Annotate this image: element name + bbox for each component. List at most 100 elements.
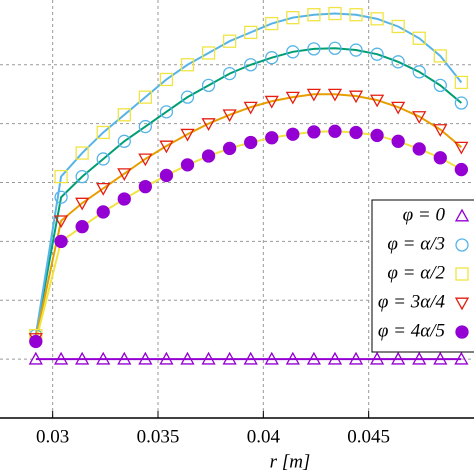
series-line xyxy=(34,12,463,336)
legend-label: φ = 4α/5 xyxy=(378,320,445,341)
data-point xyxy=(265,16,279,31)
data-point xyxy=(306,88,321,102)
data-point xyxy=(265,51,279,65)
data-point xyxy=(454,96,469,110)
data-point xyxy=(138,351,153,365)
data-point xyxy=(264,351,279,365)
legend-label: φ = α/3 xyxy=(387,233,445,254)
legend-marker xyxy=(455,325,469,339)
x-tick-label: 0.04 xyxy=(247,426,281,447)
data-point xyxy=(244,135,258,150)
data-point xyxy=(201,351,216,365)
legend-box xyxy=(371,199,474,353)
x-tick-label: 0.03 xyxy=(36,426,69,447)
data-point xyxy=(159,140,174,154)
data-point xyxy=(180,90,195,104)
legend-marker xyxy=(454,297,470,311)
data-point xyxy=(391,101,406,115)
data-point xyxy=(327,88,343,102)
data-point xyxy=(412,31,426,45)
x-tick-label: 0.045 xyxy=(347,426,390,447)
data-point xyxy=(307,42,321,56)
data-point xyxy=(412,65,426,79)
legend-marker xyxy=(455,238,469,252)
legend-marker xyxy=(454,208,470,222)
x-axis-label: r [m] xyxy=(270,451,311,472)
data-point xyxy=(96,351,111,365)
data-point xyxy=(138,179,153,194)
data-point xyxy=(96,125,110,140)
data-point xyxy=(391,134,405,148)
data-point xyxy=(454,141,469,155)
data-point xyxy=(369,94,385,108)
data-point xyxy=(159,351,174,365)
data-point xyxy=(370,128,384,143)
legend-label: φ = 0 xyxy=(403,204,446,225)
data-point xyxy=(391,19,405,34)
data-point xyxy=(349,125,363,140)
data-point xyxy=(201,149,216,163)
data-point xyxy=(222,66,237,81)
series-line xyxy=(34,93,463,339)
data-point xyxy=(180,351,195,365)
data-point xyxy=(28,351,43,365)
data-point xyxy=(54,190,68,204)
data-point xyxy=(54,234,68,249)
data-point xyxy=(244,25,258,40)
data-point xyxy=(307,125,321,139)
data-point xyxy=(328,124,342,138)
data-point xyxy=(370,47,384,61)
data-point xyxy=(180,128,195,142)
data-point xyxy=(412,111,427,124)
data-point xyxy=(433,351,448,365)
data-point xyxy=(348,90,364,104)
data-point xyxy=(433,78,447,93)
data-point xyxy=(138,90,153,104)
data-point xyxy=(75,351,90,365)
data-point xyxy=(349,8,363,22)
data-point xyxy=(180,58,195,72)
data-point xyxy=(29,334,43,349)
data-point xyxy=(96,152,110,166)
data-point xyxy=(75,197,90,211)
data-point xyxy=(370,12,384,26)
data-point xyxy=(264,95,279,109)
legend-marker xyxy=(455,267,469,281)
data-point xyxy=(307,8,321,22)
data-point xyxy=(53,351,69,365)
legend-label: φ = α/2 xyxy=(387,262,445,283)
data-point xyxy=(328,41,342,55)
data-point xyxy=(222,351,237,365)
data-point xyxy=(286,127,300,141)
data-point xyxy=(96,182,111,196)
data-point xyxy=(222,34,237,48)
data-point xyxy=(369,351,385,365)
data-point xyxy=(159,105,174,119)
series-line xyxy=(34,47,463,336)
data-point xyxy=(285,91,300,105)
data-point xyxy=(286,45,300,59)
data-point xyxy=(433,49,447,63)
data-point xyxy=(454,162,469,177)
data-point xyxy=(222,141,237,156)
data-point xyxy=(75,220,89,234)
data-point xyxy=(201,46,216,60)
data-point xyxy=(117,108,131,122)
data-point xyxy=(138,153,153,167)
data-point xyxy=(328,6,342,21)
data-point xyxy=(391,351,406,365)
data-point xyxy=(454,75,469,90)
data-point xyxy=(75,146,89,160)
data-point xyxy=(180,158,195,172)
legend-label: φ = 3α/4 xyxy=(378,291,446,312)
data-point xyxy=(412,351,427,365)
data-point xyxy=(433,151,447,165)
data-point xyxy=(159,168,174,183)
x-tick-label: 0.035 xyxy=(137,426,180,447)
data-point xyxy=(117,168,132,182)
data-point xyxy=(306,351,321,365)
data-point xyxy=(243,101,258,115)
data-point xyxy=(222,109,237,123)
data-point xyxy=(412,142,426,156)
